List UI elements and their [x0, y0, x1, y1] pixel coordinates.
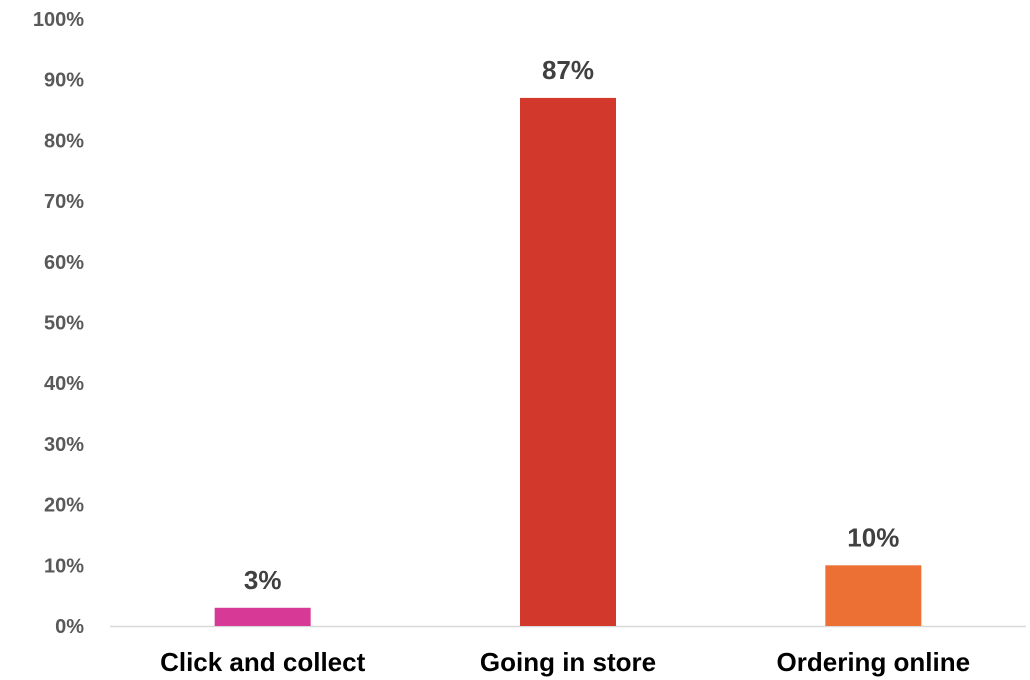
y-tick-label: 20%	[44, 495, 84, 517]
x-axis: Click and collect Going in store Ordering …	[160, 647, 970, 677]
data-label: 3%	[244, 565, 282, 595]
bar	[825, 565, 922, 626]
y-tick-label: 0%	[55, 616, 84, 638]
y-tick-label: 40%	[44, 373, 84, 395]
x-tick-label: Click and collect	[160, 647, 366, 677]
y-tick-label: 50%	[44, 313, 84, 335]
y-tick-label: 90%	[44, 70, 84, 92]
y-tick-label: 30%	[44, 434, 84, 456]
bars	[214, 97, 922, 626]
y-tick-label: 60%	[44, 252, 84, 274]
y-tick-label: 70%	[44, 191, 84, 213]
data-label: 87%	[542, 55, 594, 85]
y-axis: 0% 10% 20% 30% 40% 50% 60% 70% 80% 90% 100%	[33, 9, 84, 638]
bar	[520, 97, 616, 626]
y-tick-label: 80%	[44, 130, 84, 152]
x-tick-label: Going in store	[480, 647, 656, 677]
y-tick-label: 10%	[44, 555, 84, 577]
data-labels: 3% 87% 10%	[244, 55, 899, 595]
bar	[214, 607, 311, 626]
y-tick-label: 100%	[33, 9, 84, 31]
data-label: 10%	[847, 522, 899, 552]
x-tick-label: Ordering online	[777, 647, 971, 677]
